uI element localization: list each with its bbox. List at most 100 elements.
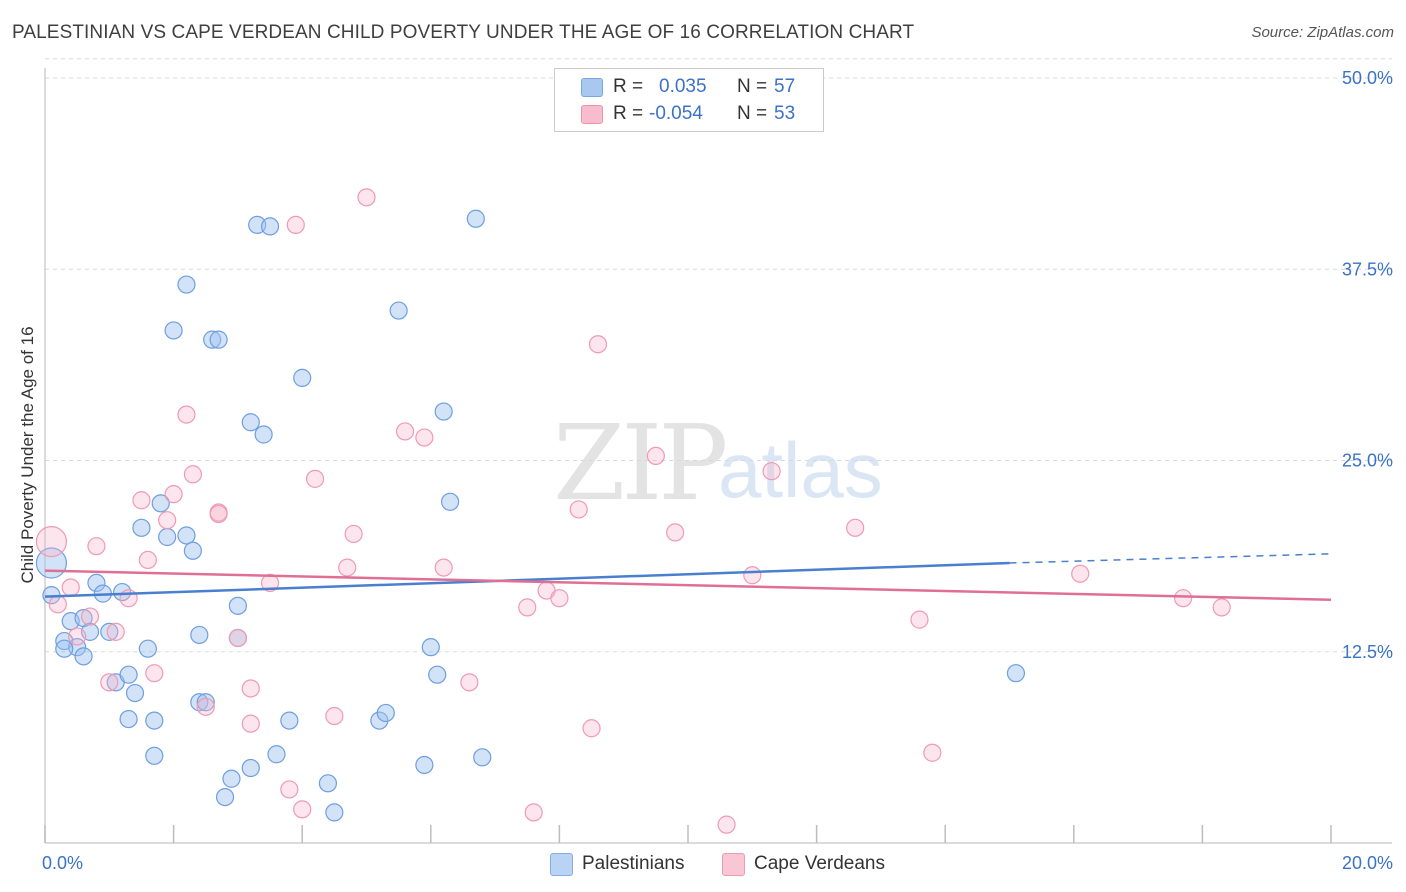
cape-verdean-point [293, 800, 312, 819]
bottom-legend-label: Palestinians [582, 853, 685, 874]
palestinian-point [415, 755, 434, 775]
palestinian-point [222, 769, 241, 788]
palestinian-point [325, 803, 344, 822]
cape-verdean-point [183, 465, 202, 484]
palestinian-point [428, 665, 447, 684]
palestinian-point [183, 541, 202, 560]
correlation-legend: R = 0.035 N = 57 R = -0.054 N = 53 [554, 68, 824, 132]
palestinian-point [145, 711, 164, 730]
palestinian-point [177, 275, 196, 294]
palestinian-trend-line [44, 561, 1010, 598]
palestinian-point [473, 748, 492, 767]
palestinian-point [138, 639, 157, 658]
cape-verdean-point [910, 610, 929, 629]
palestinian-point [145, 746, 164, 765]
cape-verdean-point [164, 485, 183, 504]
cape-verdean-point [646, 446, 665, 466]
palestinian-point [280, 711, 299, 730]
cape-verdean-point [588, 335, 608, 354]
cape-verdean-point [1174, 589, 1193, 608]
cape-verdean-point [846, 518, 865, 537]
cape-verdean-point [35, 525, 68, 558]
legend-r-label: R = [613, 103, 644, 124]
cape-verdean-point [666, 523, 685, 542]
cape-verdean-point [518, 598, 537, 617]
cape-verdean-point [241, 714, 260, 733]
cape-verdean-point [228, 628, 247, 648]
legend-n-label: N = [737, 76, 768, 97]
cape-verdean-point [241, 679, 260, 698]
cape-verdean-point [286, 215, 305, 234]
y-tick-label: 50.0% [1342, 68, 1393, 88]
palestinian-point [389, 301, 408, 320]
y-tick-label: 25.0% [1342, 451, 1393, 471]
palestinian-point [1006, 664, 1026, 683]
cape-verdean-point [106, 622, 125, 641]
palestinian-point [215, 787, 235, 807]
cape-verdean-point [717, 815, 736, 834]
cape-verdean-point [280, 780, 299, 799]
cape-verdean-point [158, 511, 177, 530]
palestinian-point [87, 573, 106, 593]
bottom-legend-label: Cape Verdeans [754, 853, 885, 874]
cape-verdean-point [524, 803, 543, 822]
cape-verdean-point [460, 673, 479, 692]
legend-r-value: -0.054 [649, 103, 703, 124]
cape-verdean-point [87, 537, 106, 556]
palestinian-point [177, 526, 196, 545]
palestinian-point [241, 758, 260, 778]
watermark-atlas: atlas [718, 426, 883, 514]
palestinian-point [119, 665, 138, 684]
cape-verdean-point [177, 405, 196, 424]
palestinian-point [376, 703, 395, 723]
cape-verdean-point [305, 469, 325, 488]
palestinian-point [254, 425, 273, 444]
cape-verdean-point [138, 550, 157, 570]
cape-verdean-point [196, 697, 215, 716]
palestinian-point [158, 527, 177, 547]
palestinian-point [164, 321, 183, 340]
source-label: Source: ZipAtlas.com [1251, 24, 1394, 41]
x-tick-label: 20.0% [1342, 853, 1393, 873]
palestinian-point [119, 709, 138, 729]
cape-verdean-point [357, 188, 376, 207]
palestinian-point [190, 625, 209, 645]
cape-verdean-point [132, 491, 151, 510]
cape-verdean-point [260, 573, 280, 593]
legend-r-value: 0.035 [659, 76, 707, 97]
palestinian-point [421, 638, 440, 657]
cape-verdean-point [100, 673, 119, 692]
palestinian-point [434, 402, 453, 421]
cape-verdean-point [338, 558, 357, 577]
cape-verdean-point [743, 566, 762, 585]
cape-verdean-point [80, 607, 100, 626]
palestinian-point [151, 494, 170, 513]
bottom-legend-palestinians[interactable]: Palestinians [550, 850, 720, 880]
palestinian-point [190, 693, 209, 712]
cape-verdean-point [762, 462, 781, 481]
cape-verdean-point [395, 422, 415, 441]
palestinian-point [125, 683, 145, 703]
palestinian-point [440, 492, 460, 511]
palestinian-point [209, 330, 228, 349]
cape-verdean-point [550, 589, 569, 608]
palestinian-point [74, 647, 93, 666]
bottom-legend-swatch-palestinians [550, 853, 573, 876]
cape-verdean-point [569, 500, 588, 519]
palestinian-point [318, 774, 338, 793]
bottom-legend-cape-verdeans[interactable]: Cape Verdeans [722, 850, 902, 880]
palestinian-point [241, 413, 260, 432]
palestinian-point [466, 209, 485, 228]
y-tick-label: 37.5% [1342, 259, 1393, 279]
cape-verdean-point [434, 558, 453, 577]
legend-r-label: R = [613, 76, 644, 97]
cape-verdean-point [1071, 564, 1090, 583]
palestinian-point [196, 693, 215, 712]
cape-verdean-point [68, 627, 87, 646]
cape-verdean-point [344, 524, 363, 544]
legend-swatch-cape-verdeans [581, 105, 603, 124]
bottom-legend-swatch-cape-verdeans [722, 853, 745, 876]
cape-verdean-point [325, 706, 344, 726]
cape-verdean-point [61, 578, 80, 597]
legend-n-value: 57 [774, 76, 796, 97]
